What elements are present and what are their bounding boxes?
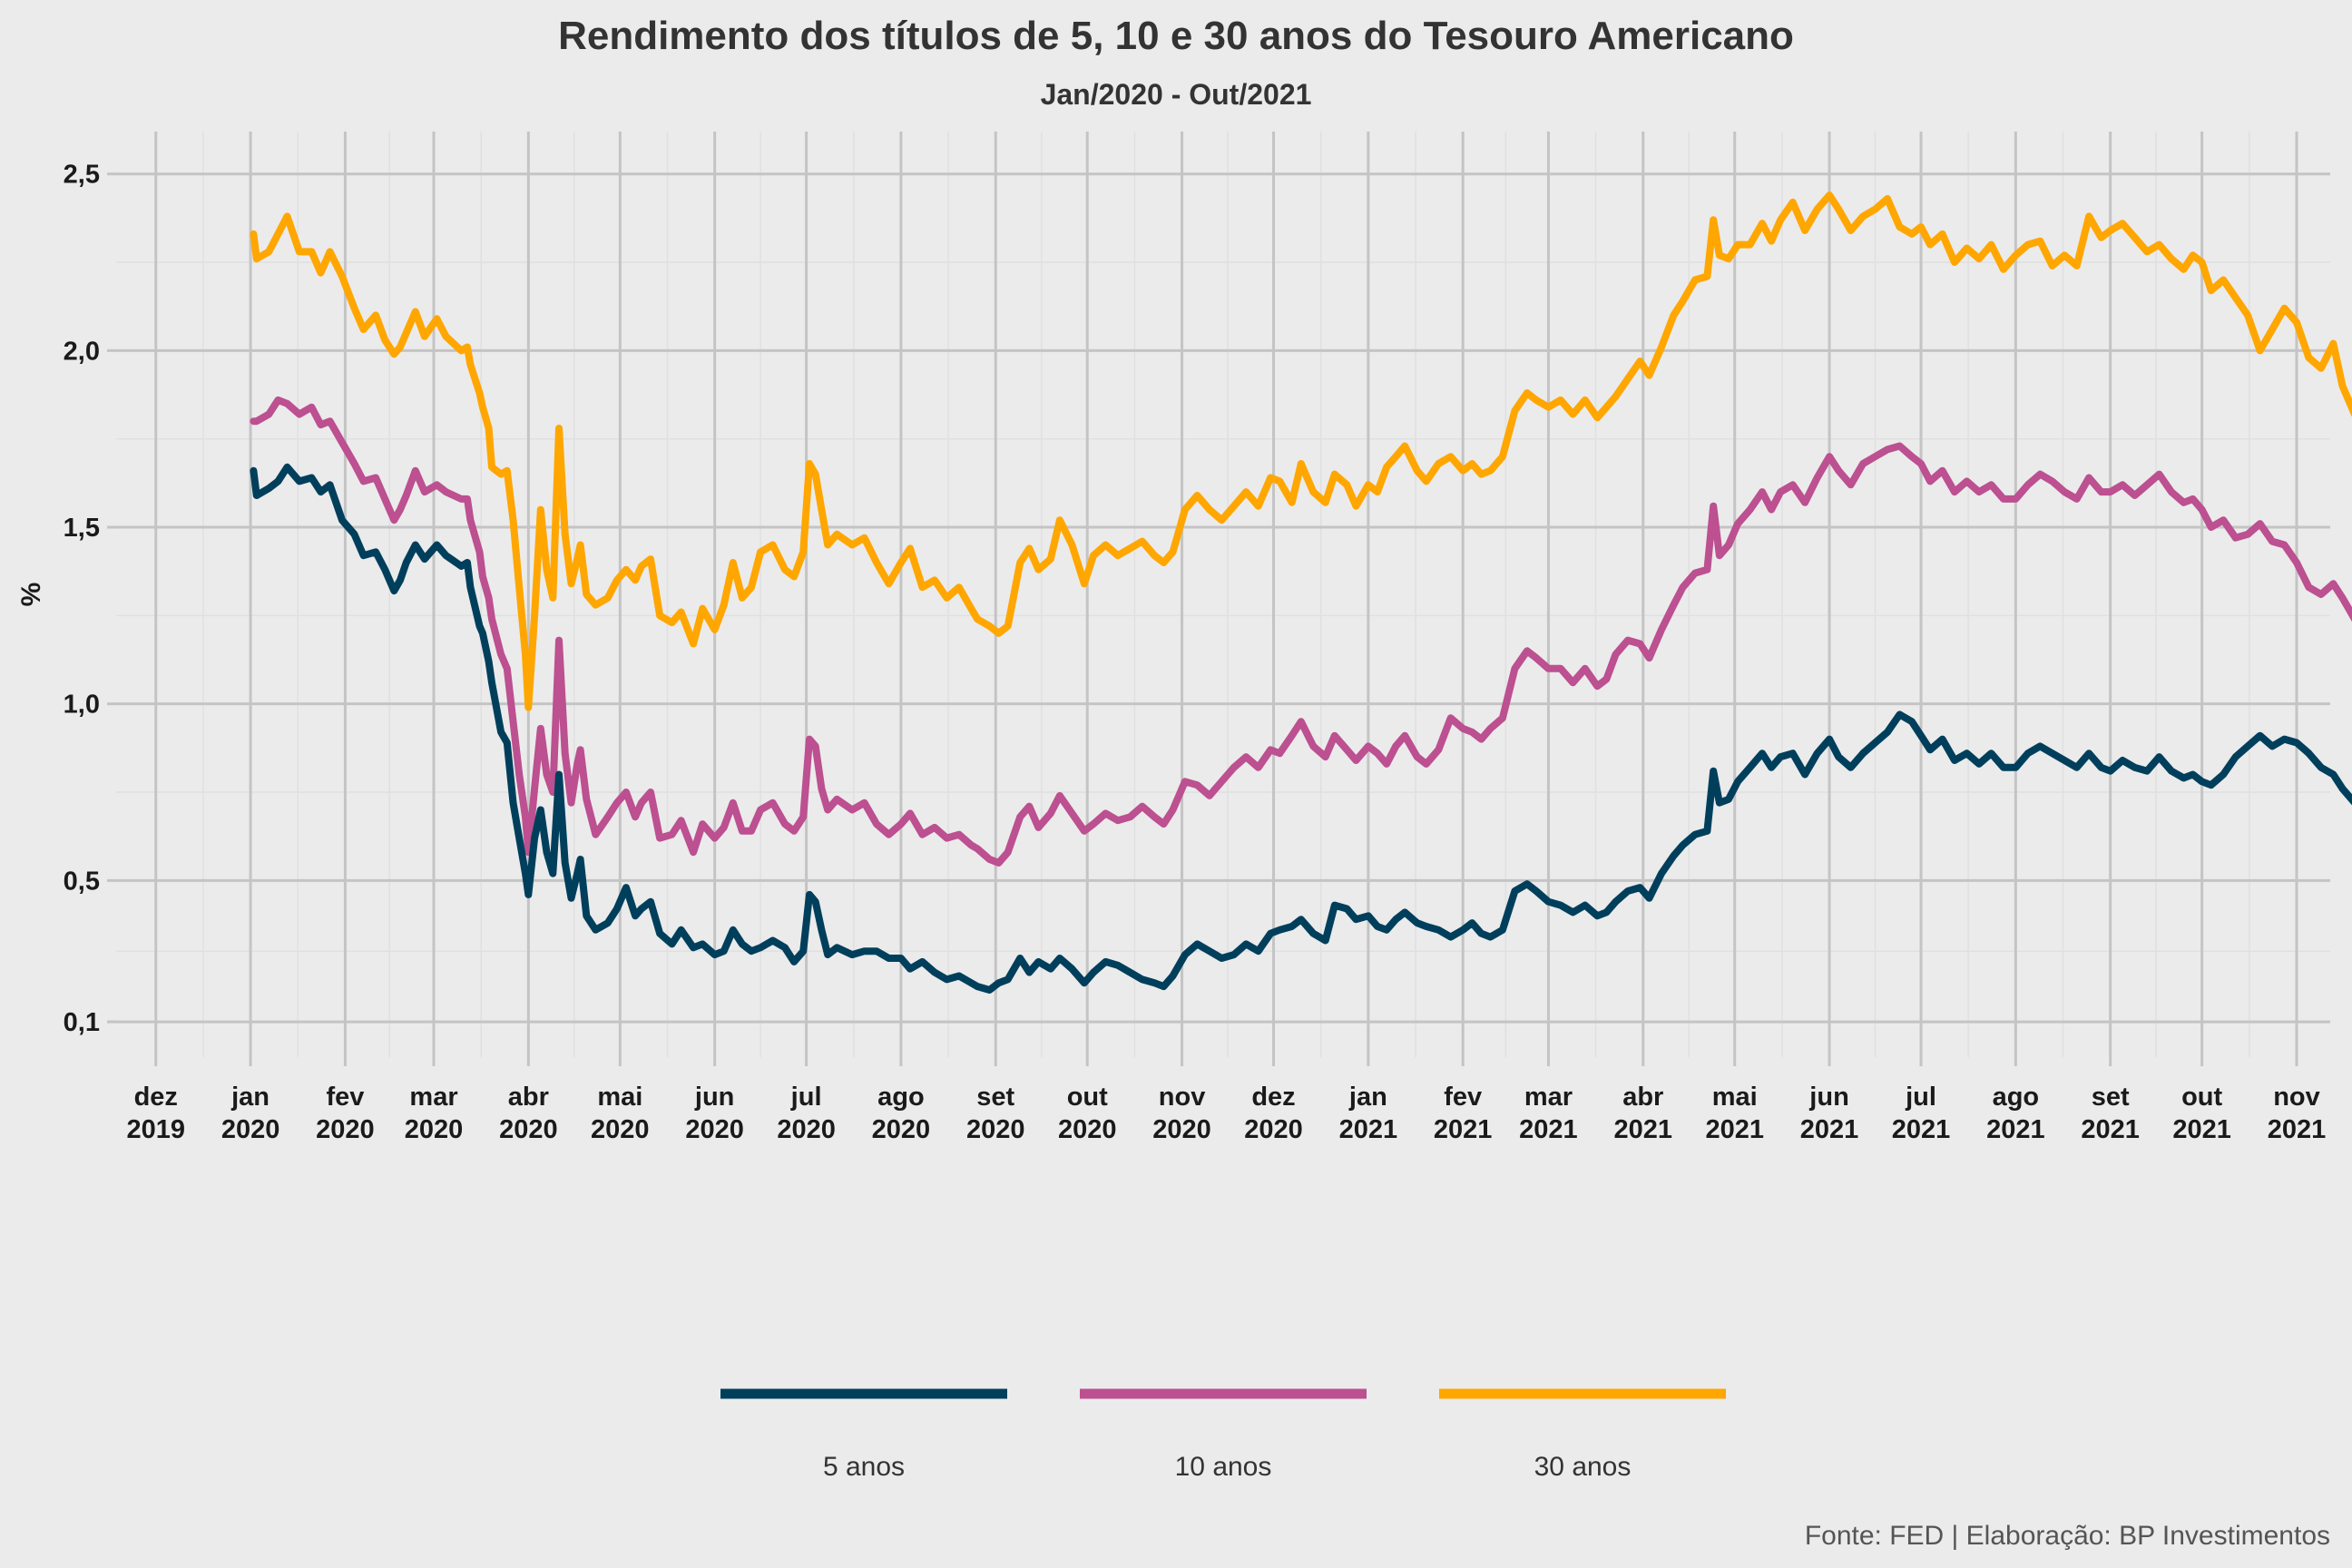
x-tick-label-year: 2021 (1434, 1115, 1493, 1144)
x-tick-label-year: 2021 (1986, 1115, 2045, 1144)
x-tick-label-month: out (1067, 1083, 1108, 1112)
series-line-10-anos (250, 396, 2352, 867)
x-tick-label-month: jun (694, 1083, 735, 1112)
grid-major (116, 132, 2330, 1057)
y-tick-label: 2,5 (64, 161, 100, 190)
x-tick-label-year: 2021 (2172, 1115, 2231, 1144)
x-tick-label-month: mar (1524, 1083, 1573, 1112)
x-tick-label-month: ago (877, 1083, 925, 1112)
x-tick-label-year: 2021 (1614, 1115, 1673, 1144)
x-tick-label-year: 2020 (685, 1115, 744, 1144)
series-line-30-anos (250, 191, 2352, 711)
x-tick-label-month: nov (1159, 1083, 1206, 1112)
x-tick-label-year: 2019 (126, 1115, 185, 1144)
x-tick-label-month: jun (1808, 1083, 1849, 1112)
x-tick-label-month: dez (1251, 1083, 1295, 1112)
x-tick-label-year: 2020 (591, 1115, 650, 1144)
chart-subtitle: Jan/2020 - Out/2021 (1041, 78, 1312, 111)
x-tick-label-month: mai (1712, 1083, 1758, 1112)
x-tick-label-year: 2020 (1152, 1115, 1211, 1144)
chart-caption: Fonte: FED | Elaboração: BP Investimento… (1805, 1521, 2330, 1551)
x-tick-label-year: 2020 (966, 1115, 1025, 1144)
x-tick-label-month: out (2181, 1083, 2222, 1112)
x-tick-label-month: abr (508, 1083, 549, 1112)
x-tick-label-year: 2021 (1339, 1115, 1398, 1144)
series-lines (250, 191, 2352, 994)
x-tick-label-year: 2021 (2081, 1115, 2140, 1144)
x-tick-label-month: jul (790, 1083, 822, 1112)
x-tick-label-year: 2020 (777, 1115, 836, 1144)
y-axis: 0,1 0,5 1,0 1,5 2,0 2,5 (64, 161, 116, 1037)
x-tick-label-year: 2021 (1892, 1115, 1951, 1144)
x-tick-label-year: 2021 (1800, 1115, 1859, 1144)
legend-label: 10 anos (1175, 1452, 1272, 1482)
series-line-5-anos (250, 463, 2352, 994)
x-tick-label-month: mar (409, 1083, 457, 1112)
x-tick-label-month: mai (597, 1083, 642, 1112)
x-tick-label-year: 2020 (1244, 1115, 1303, 1144)
y-tick-label: 0,5 (64, 867, 100, 896)
x-tick-label-month: set (976, 1083, 1014, 1112)
legend-label: 30 anos (1534, 1452, 1632, 1482)
x-axis: dez 2019 jan 2020 fev 2020 mar 2020 abr 2020 mai 20… (126, 1057, 2326, 1144)
x-tick-label-month: jul (1905, 1083, 1936, 1112)
x-tick-label-month: jan (1348, 1083, 1387, 1112)
chart-title: Rendimento dos títulos de 5, 10 e 30 ano… (558, 14, 1794, 58)
x-tick-label-year: 2021 (1519, 1115, 1578, 1144)
x-tick-label-month: jan (230, 1083, 270, 1112)
x-tick-label-month: fev (1444, 1083, 1482, 1112)
y-tick-label: 0,1 (64, 1008, 100, 1037)
x-tick-label-month: set (2092, 1083, 2130, 1112)
y-tick-label: 1,5 (64, 514, 100, 543)
x-tick-label-year: 2020 (221, 1115, 280, 1144)
x-tick-label-year: 2020 (499, 1115, 558, 1144)
x-tick-label-year: 2020 (1058, 1115, 1117, 1144)
y-tick-label: 1,0 (64, 691, 100, 720)
x-tick-label-year: 2020 (872, 1115, 931, 1144)
y-axis-title: % (16, 583, 46, 607)
y-tick-label: 2,0 (64, 337, 100, 366)
x-tick-label-month: ago (1993, 1083, 2040, 1112)
plot-panel (116, 132, 2352, 1057)
x-tick-label-month: abr (1622, 1083, 1663, 1112)
x-tick-label-year: 2020 (316, 1115, 375, 1144)
x-tick-label-month: fev (326, 1083, 364, 1112)
legend-label: 5 anos (823, 1452, 905, 1482)
x-tick-label-year: 2021 (1705, 1115, 1764, 1144)
legend: 5 anos 10 anos 30 anos (720, 1388, 1726, 1482)
x-tick-label-month: dez (134, 1083, 178, 1112)
x-tick-label-year: 2020 (405, 1115, 464, 1144)
x-tick-label-month: nov (2273, 1083, 2320, 1112)
x-tick-label-year: 2021 (2268, 1115, 2327, 1144)
